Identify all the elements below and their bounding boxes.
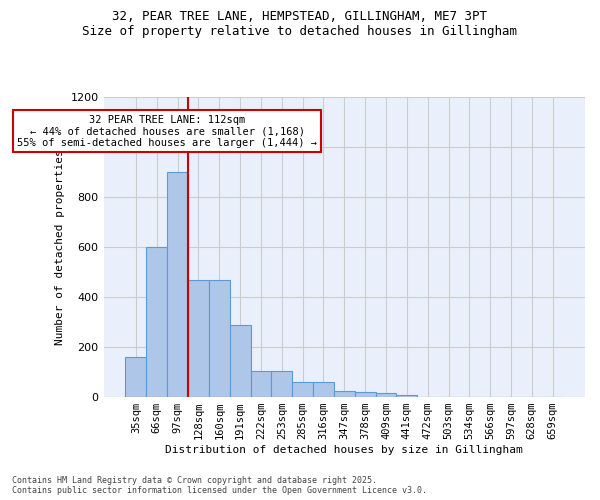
Bar bbox=[146, 247, 167, 397]
Bar bbox=[251, 371, 271, 397]
Bar bbox=[397, 394, 417, 397]
Text: 32, PEAR TREE LANE, HEMPSTEAD, GILLINGHAM, ME7 3PT
Size of property relative to : 32, PEAR TREE LANE, HEMPSTEAD, GILLINGHA… bbox=[83, 10, 517, 38]
Text: 32 PEAR TREE LANE: 112sqm
← 44% of detached houses are smaller (1,168)
55% of se: 32 PEAR TREE LANE: 112sqm ← 44% of detac… bbox=[17, 114, 317, 148]
Bar bbox=[271, 371, 292, 397]
Bar bbox=[167, 172, 188, 397]
X-axis label: Distribution of detached houses by size in Gillingham: Distribution of detached houses by size … bbox=[166, 445, 523, 455]
Text: Contains HM Land Registry data © Crown copyright and database right 2025.
Contai: Contains HM Land Registry data © Crown c… bbox=[12, 476, 427, 495]
Bar bbox=[230, 324, 251, 397]
Bar bbox=[125, 357, 146, 397]
Bar bbox=[313, 382, 334, 397]
Bar bbox=[334, 391, 355, 397]
Bar bbox=[188, 280, 209, 397]
Y-axis label: Number of detached properties: Number of detached properties bbox=[55, 149, 65, 345]
Bar bbox=[292, 382, 313, 397]
Bar bbox=[209, 280, 230, 397]
Bar bbox=[376, 394, 397, 397]
Bar bbox=[355, 392, 376, 397]
